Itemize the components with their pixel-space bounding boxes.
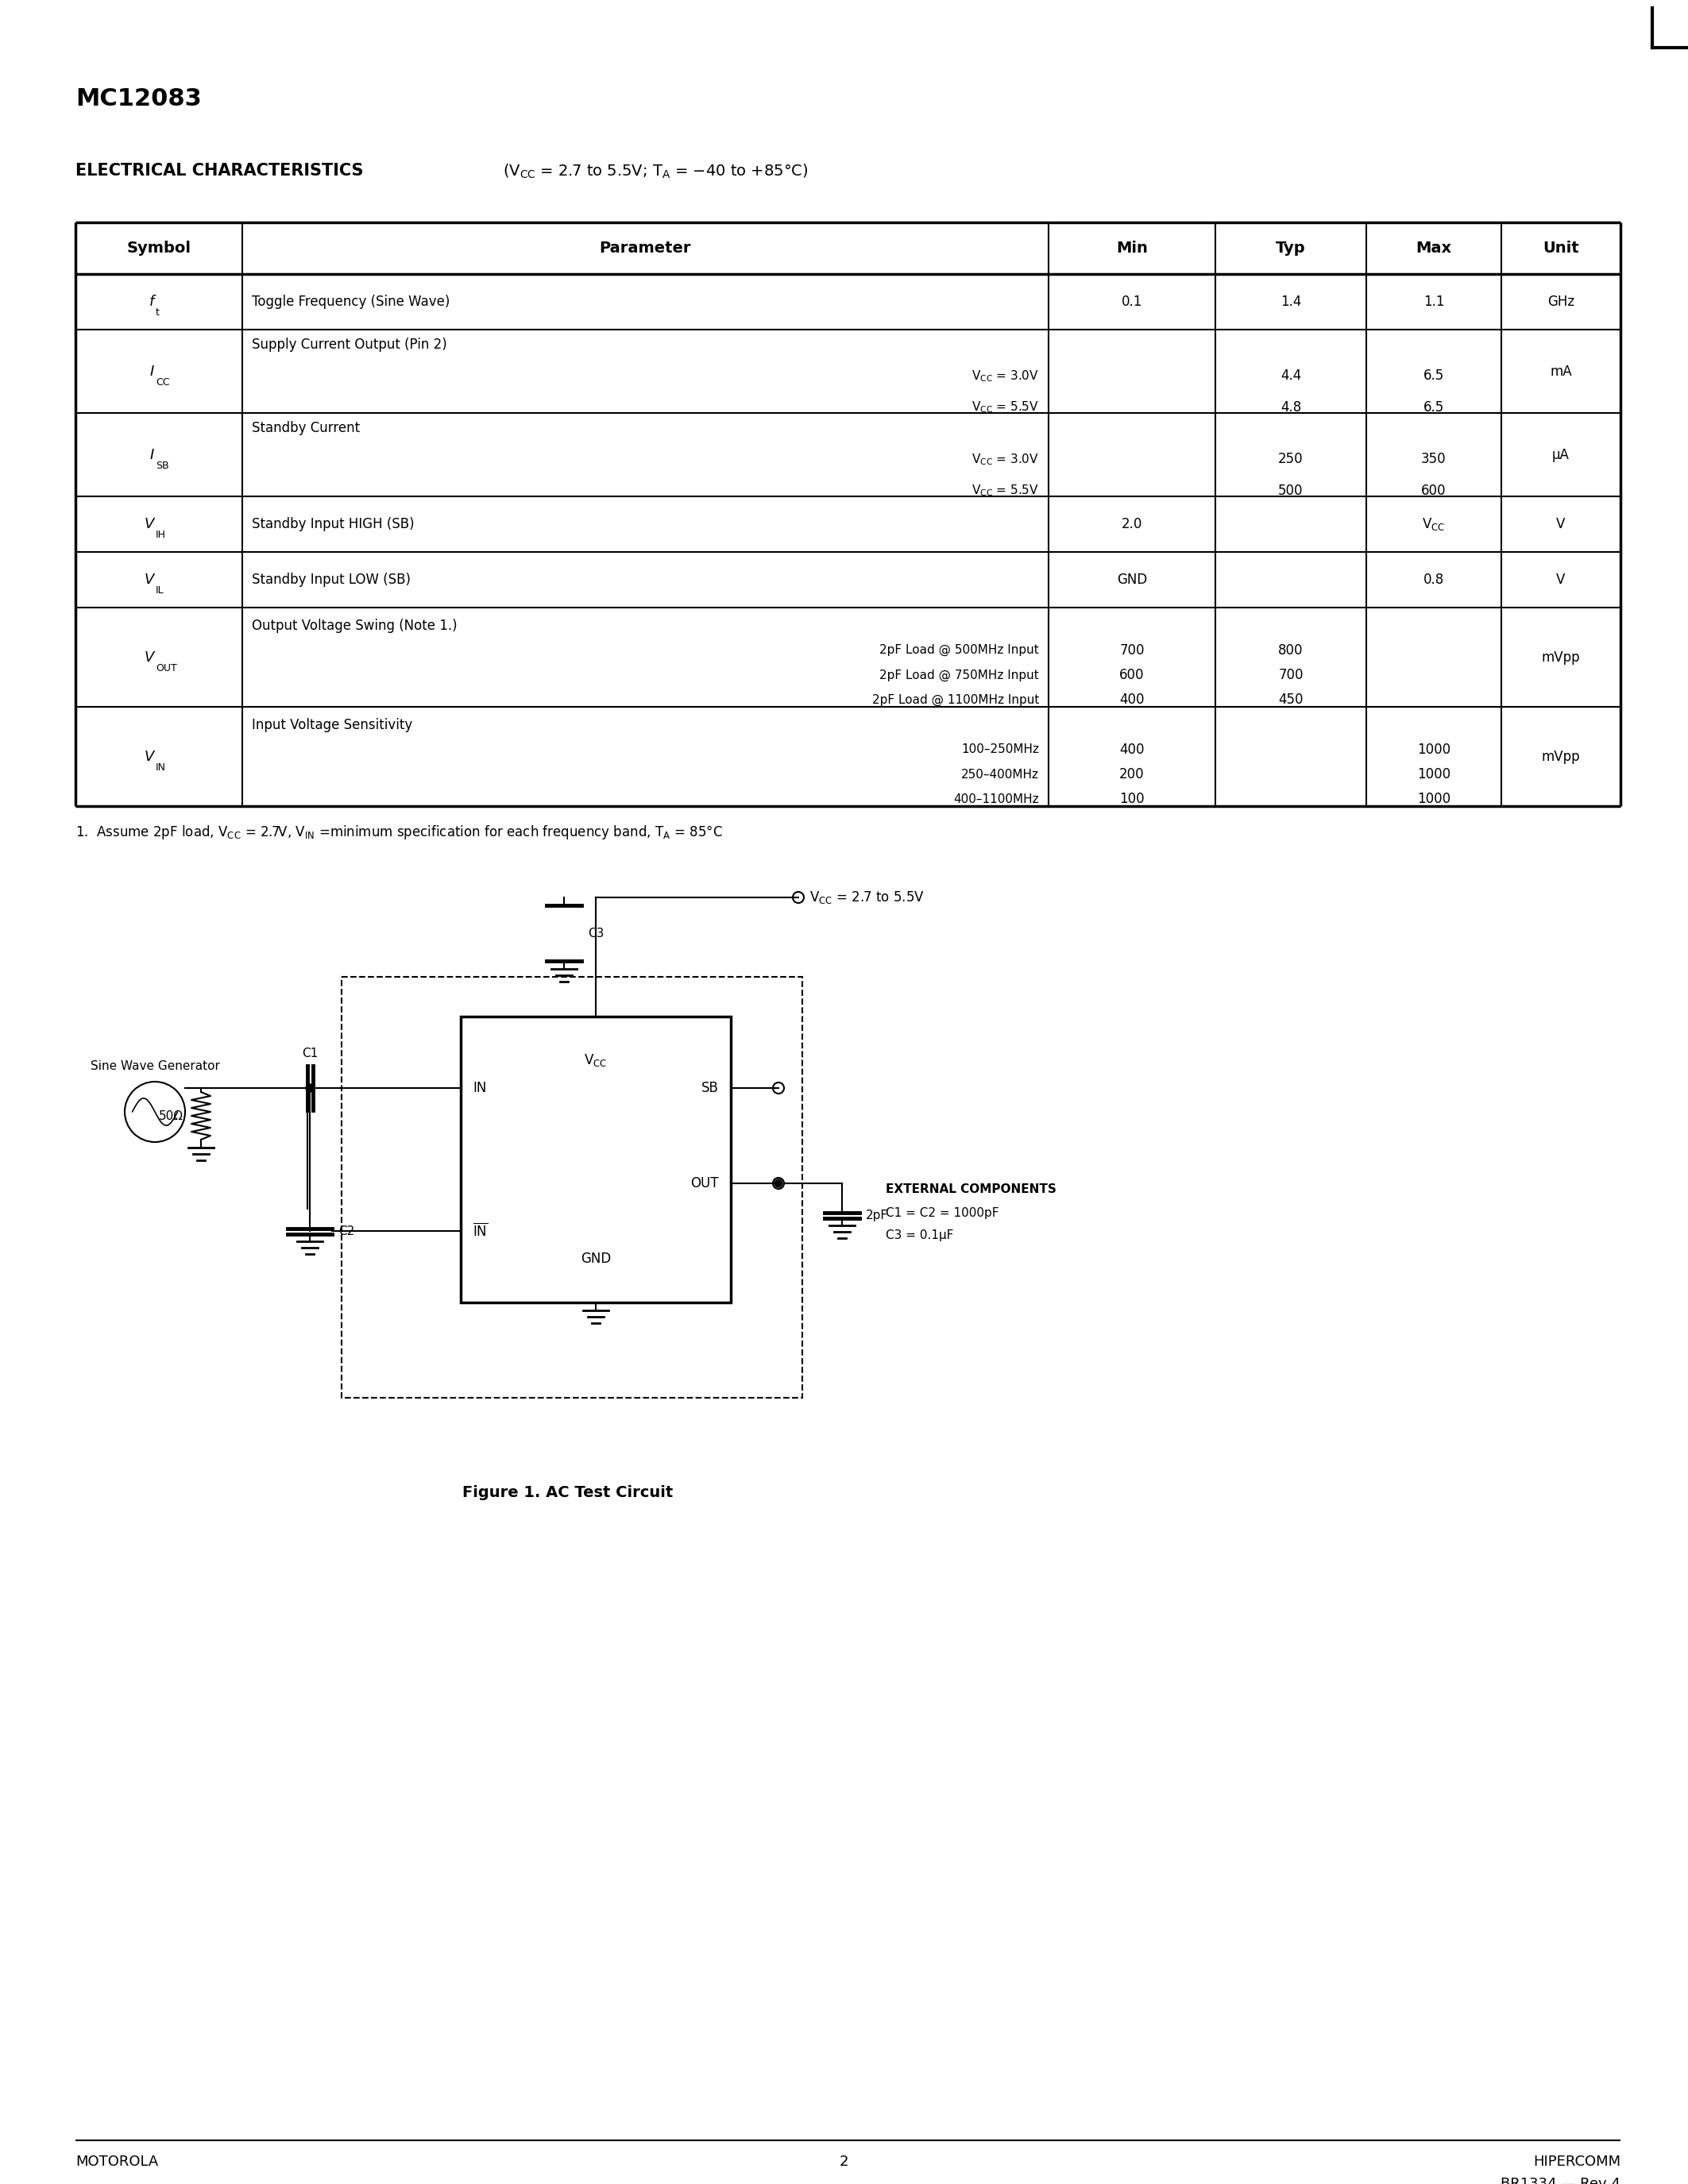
Text: EXTERNAL COMPONENTS: EXTERNAL COMPONENTS: [886, 1184, 1057, 1195]
Text: 2pF Load @ 1100MHz Input: 2pF Load @ 1100MHz Input: [873, 695, 1040, 705]
Text: V: V: [1556, 518, 1565, 531]
Text: V: V: [143, 651, 154, 664]
Text: IN: IN: [155, 762, 165, 773]
Text: V: V: [143, 749, 154, 764]
Text: IH: IH: [155, 531, 165, 539]
Text: 700: 700: [1119, 642, 1144, 657]
Text: V: V: [143, 572, 154, 587]
Text: V$_\mathrm{CC}$ = 5.5V: V$_\mathrm{CC}$ = 5.5V: [972, 400, 1040, 415]
Text: V: V: [1556, 572, 1565, 587]
Text: 400: 400: [1119, 692, 1144, 708]
Text: Figure 1. AC Test Circuit: Figure 1. AC Test Circuit: [463, 1485, 674, 1500]
Text: 1000: 1000: [1418, 767, 1450, 782]
Text: $\overline{\mathrm{IN}}$: $\overline{\mathrm{IN}}$: [473, 1223, 488, 1238]
Text: Standby Current: Standby Current: [252, 422, 360, 435]
Text: Output Voltage Swing (Note 1.): Output Voltage Swing (Note 1.): [252, 618, 457, 633]
Text: V$_\mathrm{CC}$ = 2.7 to 5.5V: V$_\mathrm{CC}$ = 2.7 to 5.5V: [810, 889, 925, 906]
Text: V$_\mathrm{CC}$ = 5.5V: V$_\mathrm{CC}$ = 5.5V: [972, 483, 1040, 498]
Text: 100–250MHz: 100–250MHz: [960, 743, 1040, 756]
Text: 250: 250: [1278, 452, 1303, 467]
Text: CC: CC: [155, 378, 169, 387]
Text: Standby Input LOW (SB): Standby Input LOW (SB): [252, 572, 410, 587]
Text: IN: IN: [473, 1081, 486, 1094]
Text: 2.0: 2.0: [1121, 518, 1143, 531]
Text: 350: 350: [1421, 452, 1447, 467]
Circle shape: [775, 1179, 783, 1188]
Text: 1000: 1000: [1418, 743, 1450, 756]
Text: C2: C2: [338, 1225, 354, 1236]
Text: 600: 600: [1421, 483, 1447, 498]
Text: 2: 2: [839, 2156, 847, 2169]
Text: IL: IL: [155, 585, 164, 596]
Text: 0.1: 0.1: [1121, 295, 1143, 308]
Text: 100: 100: [1119, 793, 1144, 806]
Text: 600: 600: [1119, 668, 1144, 681]
Text: OUT: OUT: [690, 1177, 719, 1190]
Text: BR1334 — Rev 4: BR1334 — Rev 4: [1501, 2177, 1620, 2184]
Text: MC12083: MC12083: [76, 87, 201, 111]
Text: 6.5: 6.5: [1423, 369, 1445, 382]
Text: V: V: [143, 518, 154, 531]
Text: 4.8: 4.8: [1281, 400, 1301, 415]
Text: 400–1100MHz: 400–1100MHz: [954, 793, 1040, 806]
Text: 6.5: 6.5: [1423, 400, 1445, 415]
Text: Standby Input HIGH (SB): Standby Input HIGH (SB): [252, 518, 414, 531]
Text: OUT: OUT: [155, 662, 177, 673]
Text: ELECTRICAL CHARACTERISTICS: ELECTRICAL CHARACTERISTICS: [76, 164, 363, 179]
Text: Typ: Typ: [1276, 240, 1307, 256]
Text: f: f: [149, 295, 154, 308]
Text: GND: GND: [581, 1251, 611, 1267]
Text: 500: 500: [1278, 483, 1303, 498]
Text: GHz: GHz: [1548, 295, 1575, 308]
Text: 200: 200: [1119, 767, 1144, 782]
Text: 1.  Assume 2pF load, V$_\mathrm{CC}$ = 2.7V, V$_\mathrm{IN}$ =minimum specificat: 1. Assume 2pF load, V$_\mathrm{CC}$ = 2.…: [76, 823, 722, 841]
Text: V$_\mathrm{CC}$ = 3.0V: V$_\mathrm{CC}$ = 3.0V: [972, 452, 1040, 467]
Text: 1.1: 1.1: [1423, 295, 1445, 308]
Text: 0.8: 0.8: [1423, 572, 1445, 587]
Text: 250–400MHz: 250–400MHz: [960, 769, 1040, 780]
Text: mVpp: mVpp: [1541, 749, 1580, 764]
Text: 800: 800: [1278, 642, 1303, 657]
Text: Sine Wave Generator: Sine Wave Generator: [89, 1059, 219, 1072]
Text: I: I: [150, 365, 154, 378]
Text: I: I: [150, 448, 154, 461]
Text: V$_\mathrm{CC}$ = 3.0V: V$_\mathrm{CC}$ = 3.0V: [972, 369, 1040, 384]
Text: 2pF Load @ 750MHz Input: 2pF Load @ 750MHz Input: [879, 668, 1040, 681]
Text: μA: μA: [1553, 448, 1570, 461]
Text: SB: SB: [702, 1081, 719, 1094]
Text: Max: Max: [1416, 240, 1452, 256]
Text: Min: Min: [1116, 240, 1148, 256]
Text: 450: 450: [1278, 692, 1303, 708]
Text: (V$_\mathrm{CC}$ = 2.7 to 5.5V; T$_\mathrm{A}$ = $-$40 to +85°C): (V$_\mathrm{CC}$ = 2.7 to 5.5V; T$_\math…: [503, 164, 809, 181]
Text: 4.4: 4.4: [1281, 369, 1301, 382]
Text: C1: C1: [302, 1048, 317, 1059]
Text: 2pF: 2pF: [866, 1210, 888, 1221]
Text: Unit: Unit: [1543, 240, 1578, 256]
Text: mVpp: mVpp: [1541, 651, 1580, 664]
Text: 50Ω: 50Ω: [159, 1109, 184, 1123]
Circle shape: [306, 1083, 314, 1092]
Text: GND: GND: [1117, 572, 1148, 587]
Text: V$_\mathrm{CC}$: V$_\mathrm{CC}$: [1423, 515, 1445, 533]
Text: Input Voltage Sensitivity: Input Voltage Sensitivity: [252, 719, 412, 732]
Text: MOTOROLA: MOTOROLA: [76, 2156, 159, 2169]
Text: 1000: 1000: [1418, 793, 1450, 806]
Text: 2pF Load @ 500MHz Input: 2pF Load @ 500MHz Input: [879, 644, 1040, 655]
Text: Parameter: Parameter: [599, 240, 692, 256]
Text: C3 = 0.1μF: C3 = 0.1μF: [886, 1230, 954, 1241]
Text: 700: 700: [1278, 668, 1303, 681]
Text: t: t: [155, 308, 160, 317]
Text: HIPERCOMM: HIPERCOMM: [1533, 2156, 1620, 2169]
Text: Supply Current Output (Pin 2): Supply Current Output (Pin 2): [252, 339, 447, 352]
Text: V$_\mathrm{CC}$: V$_\mathrm{CC}$: [584, 1053, 608, 1068]
Text: C3: C3: [587, 928, 604, 939]
Text: C1 = C2 = 1000pF: C1 = C2 = 1000pF: [886, 1208, 999, 1219]
Text: Toggle Frequency (Sine Wave): Toggle Frequency (Sine Wave): [252, 295, 451, 308]
Text: mA: mA: [1550, 365, 1572, 378]
Text: 1.4: 1.4: [1281, 295, 1301, 308]
Text: SB: SB: [155, 461, 169, 470]
Text: 400: 400: [1119, 743, 1144, 756]
Text: Symbol: Symbol: [127, 240, 191, 256]
